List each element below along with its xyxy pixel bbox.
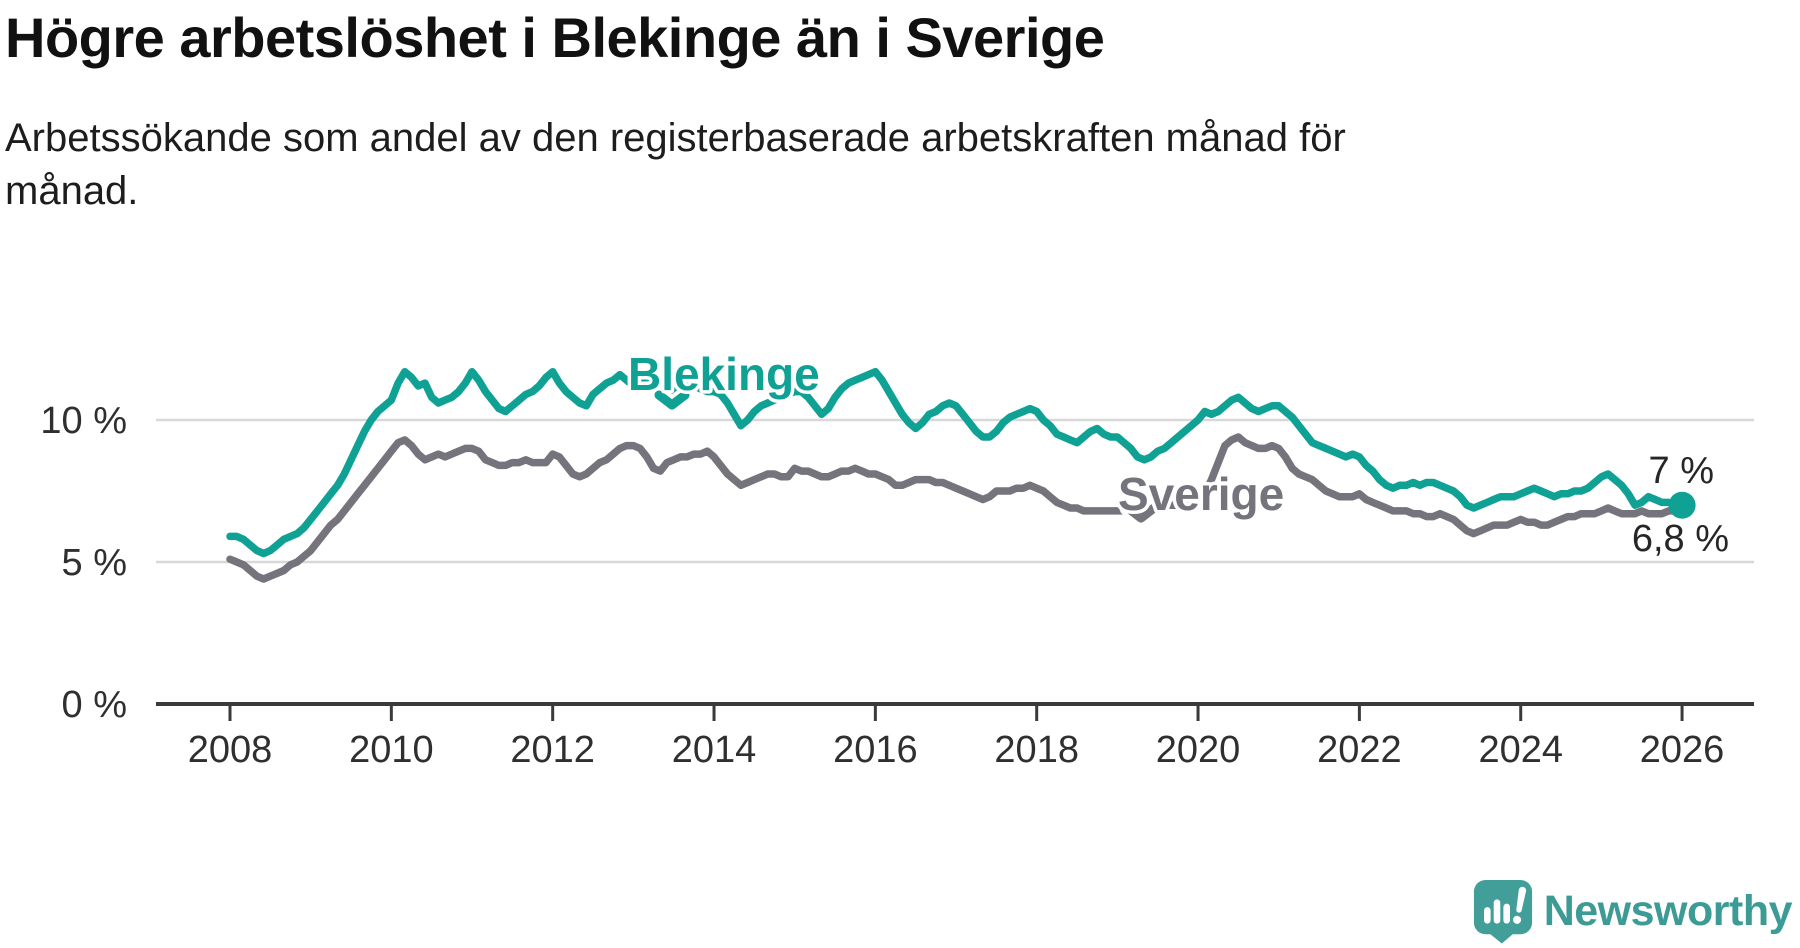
blekinge-label-chevron-icon bbox=[654, 390, 690, 410]
x-tick-label-2018: 2018 bbox=[994, 729, 1079, 771]
x-axis-ticks bbox=[228, 706, 1684, 721]
exclamation-mark bbox=[1512, 886, 1526, 924]
x-axis-tick-labels: 2008 2010 2012 2014 2016 2018 2020 2022 2024 2026 bbox=[188, 729, 1725, 771]
x-tick-label-2024: 2024 bbox=[1478, 729, 1563, 771]
x-tick-label-2026: 2026 bbox=[1640, 729, 1725, 771]
chart-subtitle: Arbetssökande som andel av den registerb… bbox=[5, 116, 1346, 213]
blekinge-label: Blekinge bbox=[628, 348, 820, 400]
y-tick-label-5: 5 % bbox=[62, 542, 127, 584]
bar-2 bbox=[1493, 899, 1501, 924]
y-tick-label-0: 0 % bbox=[62, 684, 127, 726]
x-tick-label-2010: 2010 bbox=[349, 729, 434, 771]
x-tick-label-2020: 2020 bbox=[1156, 729, 1241, 771]
y-tick-label-10: 10 % bbox=[40, 400, 127, 442]
sverige-label: Sverige bbox=[1118, 468, 1284, 520]
sverige-line bbox=[226, 433, 1686, 583]
blekinge-line bbox=[226, 367, 1686, 558]
x-tick-label-2016: 2016 bbox=[833, 729, 918, 771]
gridlines bbox=[156, 418, 1754, 564]
newsworthy-logo: Newsworthy bbox=[1472, 878, 1793, 944]
blekinge-end-dot bbox=[1668, 491, 1696, 519]
x-tick-label-2014: 2014 bbox=[672, 729, 757, 771]
sverige-end-value-annotation: 6,8 % bbox=[1632, 518, 1729, 560]
newsworthy-logo-icon bbox=[1472, 878, 1534, 944]
blekinge-end-value-annotation: 7 % bbox=[1649, 450, 1714, 492]
page-title: Högre arbetslöshet i Blekinge än i Sveri… bbox=[5, 6, 1105, 69]
sverige-series-label: Sverige bbox=[1115, 465, 1288, 527]
x-tick-label-2008: 2008 bbox=[188, 729, 273, 771]
x-tick-label-2012: 2012 bbox=[510, 729, 595, 771]
bar-1 bbox=[1483, 907, 1491, 924]
newsworthy-logo-text: Newsworthy bbox=[1543, 886, 1793, 935]
y-axis-labels: 10 % 5 % 0 % bbox=[40, 400, 127, 726]
sverige-label-chevron-icon bbox=[1123, 503, 1159, 523]
speech-bubble-shape bbox=[1473, 880, 1532, 944]
x-tick-label-2022: 2022 bbox=[1317, 729, 1402, 771]
bar-3 bbox=[1503, 903, 1510, 924]
blekinge-series-label: Blekinge bbox=[625, 345, 823, 414]
